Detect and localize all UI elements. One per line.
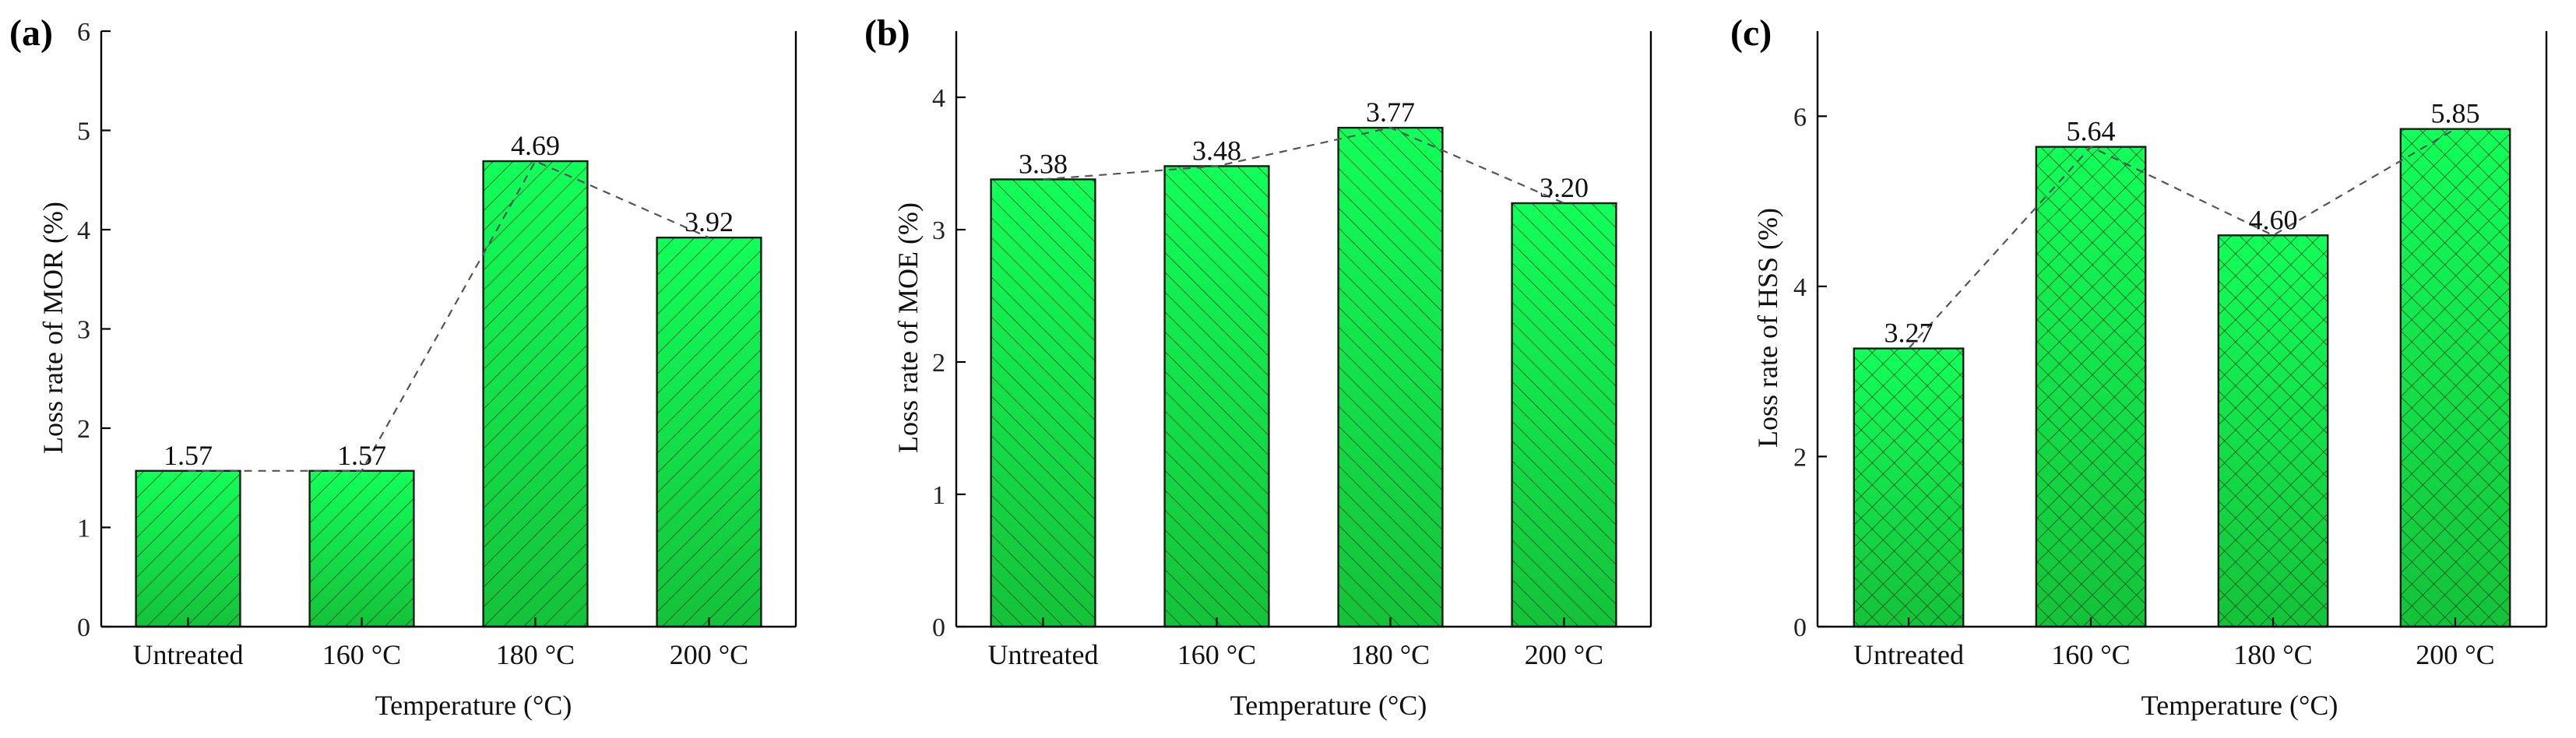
chart-panel-c: (c) 3.27 5.64 4.60 5.85 0 2 4 6 Untreated 160 °C 1… [1730, 12, 2548, 721]
panel-label: (b) [864, 12, 910, 54]
y-tick-label: 3 [77, 316, 90, 345]
y-tick-label: 5 [77, 118, 90, 146]
bar [482, 160, 589, 628]
y-tick-label: 0 [1793, 613, 1807, 642]
bar [990, 178, 1096, 628]
data-label: 3.38 [1019, 148, 1068, 179]
y-tick-label: 0 [77, 613, 90, 642]
x-tick-label: Untreated [133, 639, 244, 670]
trend-line [1043, 126, 1564, 205]
bar [1853, 347, 1965, 628]
y-tick-label: 2 [77, 415, 90, 444]
bar-hatch [991, 179, 1096, 627]
bar-hatch [1164, 166, 1269, 627]
bar [1511, 202, 1617, 628]
bar [308, 469, 415, 628]
data-label: 3.48 [1192, 135, 1241, 166]
x-tick-label: 200 °C [2416, 639, 2494, 670]
bar-hatch [2218, 235, 2328, 627]
x-axis-title: Temperature (°C) [375, 690, 572, 721]
y-tick-label: 0 [932, 613, 945, 642]
bar-hatch [309, 470, 414, 627]
trend-line [1908, 128, 2456, 350]
bar [135, 469, 241, 628]
data-label: 1.57 [337, 440, 386, 471]
y-tick-label: 1 [932, 481, 945, 510]
data-label: 5.85 [2431, 98, 2480, 129]
bar-hatch [656, 237, 762, 627]
plot-area: 3.38 3.48 3.77 3.20 0 1 2 3 4 Untreated 160 °C 180 … [932, 31, 1652, 670]
y-axis-title: Loss rate of MOE (%) [892, 202, 924, 453]
bar [656, 237, 762, 628]
data-label: 3.77 [1366, 97, 1415, 128]
bar-hatch [1853, 348, 1964, 627]
y-tick-label: 4 [77, 216, 90, 245]
bar-hatch [135, 470, 241, 627]
x-tick-label: 180 °C [2233, 639, 2312, 670]
y-axis-title: Loss rate of HSS (%) [1752, 208, 1783, 448]
data-label: 3.27 [1884, 318, 1934, 349]
data-label: 5.64 [2067, 116, 2116, 147]
x-tick-label: 180 °C [1351, 639, 1430, 670]
chart-panel-a: (a) 1.57 1.57 4.69 3.92 0 1 2 3 4 5 6 Untreated 160 … [9, 12, 797, 721]
y-tick-label: 4 [1793, 273, 1807, 302]
bar [2217, 234, 2329, 628]
y-tick-label: 3 [932, 216, 945, 245]
x-tick-label: 180 °C [496, 639, 575, 670]
x-axis-title: Temperature (°C) [2141, 690, 2338, 721]
y-tick-label: 6 [77, 18, 90, 47]
x-tick-label: 160 °C [322, 639, 401, 670]
data-label: 3.92 [684, 206, 734, 237]
y-tick-label: 2 [932, 349, 945, 378]
bar-hatch [2036, 146, 2146, 627]
x-tick-label: 200 °C [670, 639, 748, 670]
bar [1337, 126, 1444, 628]
y-axis-title: Loss rate of MOR (%) [37, 202, 69, 454]
bar-hatch [483, 161, 588, 627]
x-tick-label: 200 °C [1525, 639, 1603, 670]
plot-area: 1.57 1.57 4.69 3.92 0 1 2 3 4 5 6 Untreated 160 °C 18… [77, 18, 797, 670]
trend-line [188, 160, 709, 472]
x-tick-label: 160 °C [2051, 639, 2130, 670]
data-label: 4.69 [511, 130, 560, 161]
bar-hatch [1338, 128, 1443, 627]
y-tick-label: 6 [1793, 103, 1807, 132]
data-label: 1.57 [164, 440, 213, 471]
bar [1163, 165, 1270, 628]
x-tick-label: Untreated [988, 639, 1099, 670]
data-label: 4.60 [2249, 204, 2298, 235]
bar-hatch [2400, 128, 2511, 627]
data-label: 3.20 [1540, 172, 1589, 203]
y-tick-label: 4 [932, 84, 945, 113]
x-tick-label: Untreated [1853, 639, 1964, 670]
x-axis-title: Temperature (°C) [1230, 690, 1427, 721]
panel-label: (c) [1730, 12, 1772, 54]
x-tick-label: 160 °C [1177, 639, 1256, 670]
y-tick-label: 1 [77, 515, 90, 543]
plot-area: 3.27 5.64 4.60 5.85 0 2 4 6 Untreated 160 °C 180 °… [1793, 31, 2548, 670]
y-tick-label: 2 [1793, 443, 1807, 472]
bar-hatch [1511, 203, 1617, 627]
chart-panel-b: (b) 3.38 3.48 3.77 3.20 0 1 2 3 4 Untreated 160 °C… [864, 12, 1652, 721]
bar [2399, 128, 2511, 628]
panel-label: (a) [9, 12, 53, 54]
bar [2035, 146, 2147, 628]
